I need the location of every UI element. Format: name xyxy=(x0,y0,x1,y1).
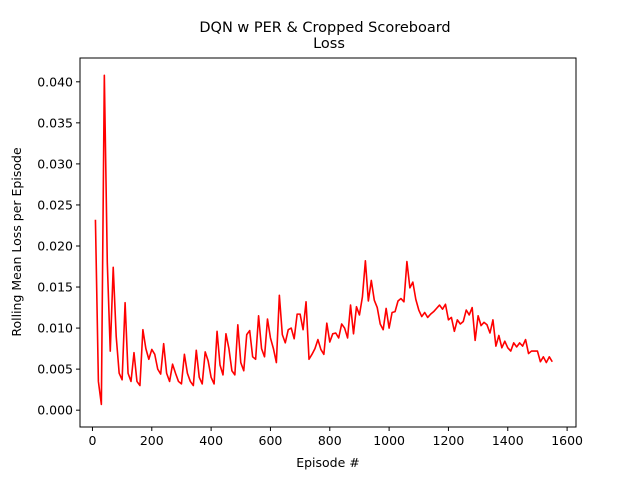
x-tick-label: 1600 xyxy=(551,433,583,448)
plot-frame xyxy=(79,57,577,428)
y-tick-label: 0.025 xyxy=(37,197,73,212)
y-tick-label: 0.040 xyxy=(37,74,73,89)
y-tick-label: 0.010 xyxy=(37,321,73,336)
chart-subtitle: Loss xyxy=(313,36,345,52)
x-tick-label: 1200 xyxy=(433,433,465,448)
y-tick-label: 0.015 xyxy=(37,280,73,295)
x-axis: 0 200 400 600 800 1000 1200 1400 1600 xyxy=(88,427,583,448)
y-tick-label: 0.000 xyxy=(37,403,73,418)
x-tick-label: 600 xyxy=(259,433,283,448)
x-tick-label: 0 xyxy=(88,433,96,448)
x-tick-label: 200 xyxy=(140,433,164,448)
x-tick-label: 400 xyxy=(199,433,223,448)
y-tick-label: 0.005 xyxy=(37,362,73,377)
y-tick-label: 0.020 xyxy=(37,238,73,253)
y-axis: 0.000 0.005 0.010 0.015 0.020 0.025 0.030 0.035… xyxy=(37,74,80,418)
x-tick-label: 1400 xyxy=(492,433,524,448)
y-tick-label: 0.035 xyxy=(37,115,73,130)
x-axis-label: Episode # xyxy=(296,455,360,470)
x-tick-label: 800 xyxy=(318,433,342,448)
x-tick-label: 1000 xyxy=(373,433,405,448)
chart-title: DQN w PER & Cropped Scoreboard xyxy=(199,20,450,36)
y-axis-label: Rolling Mean Loss per Episode xyxy=(9,147,24,337)
plot-area xyxy=(94,74,553,406)
y-tick-label: 0.030 xyxy=(37,156,73,171)
series-line-0 xyxy=(94,74,553,406)
